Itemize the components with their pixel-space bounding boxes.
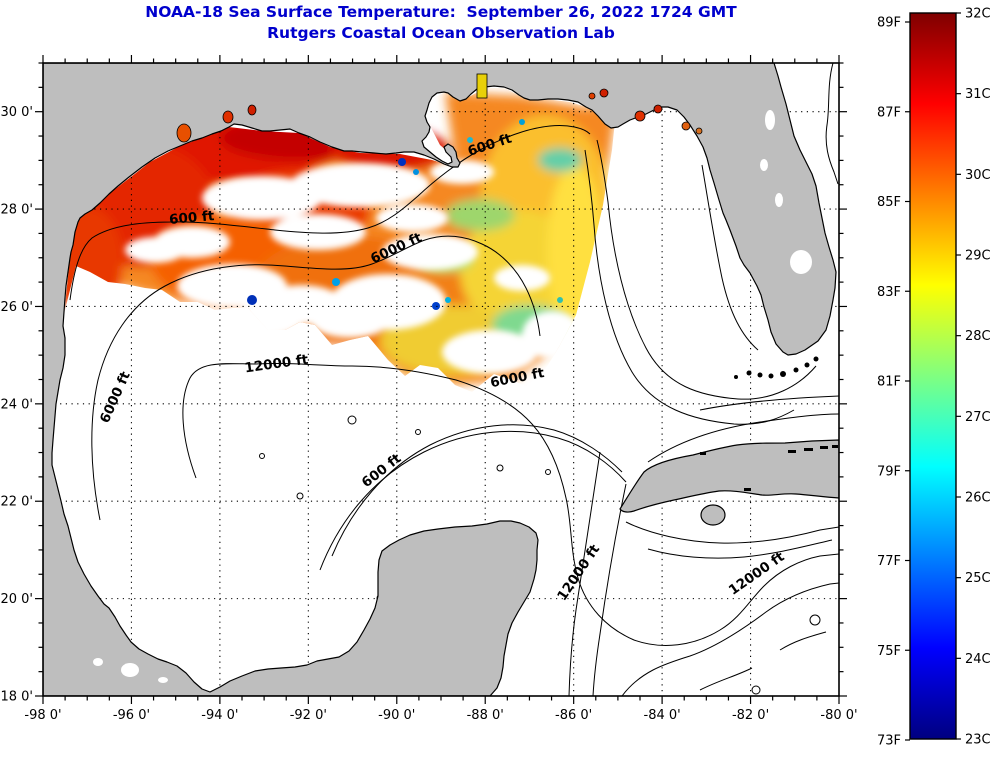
colorbar-f-label: 75F <box>877 644 901 659</box>
overlay-features <box>176 73 838 491</box>
y-tick-label: 28 0' <box>0 203 33 218</box>
x-tick-label: -80 0' <box>820 708 857 723</box>
colorbar-c-label: 26C <box>965 491 991 506</box>
colorbar-c-label: 25C <box>965 571 991 586</box>
y-tick-label: 30 0' <box>0 105 33 120</box>
colorbar-c-label: 31C <box>965 87 991 102</box>
colorbar-gradient <box>910 13 956 739</box>
land-masses <box>43 63 839 696</box>
y-tick-label: 18 0' <box>0 690 33 705</box>
x-tick-label: -84 0' <box>644 708 681 723</box>
colorbar-c-label: 27C <box>965 410 991 425</box>
x-tick-label: -98 0' <box>24 708 61 723</box>
land-cuba <box>619 439 839 513</box>
x-tick-label: -96 0' <box>113 708 150 723</box>
lake-okeechobee <box>790 250 812 274</box>
colorbar-f-label: 77F <box>877 554 901 569</box>
inland-lakes <box>93 110 812 683</box>
florida-keys <box>734 356 819 379</box>
y-tick-label: 22 0' <box>0 495 33 510</box>
cloud-gaps <box>125 160 582 374</box>
colorbar-c-label: 23C <box>965 733 991 748</box>
colorbar-f-label: 89F <box>877 16 901 31</box>
cuban-cays <box>700 445 838 491</box>
x-tick-label: -92 0' <box>290 708 327 723</box>
colorbar: 89F 87F 85F 83F 81F 79F 77F 75F 73F 32C 31C 30C 29C 2… <box>877 7 991 749</box>
title-line-2: Rutgers Coastal Ocean Observation Lab <box>267 24 615 42</box>
galveston-bay-sst <box>176 123 192 143</box>
x-tick-label: -88 0' <box>467 708 504 723</box>
mobile-bay-sst <box>476 73 488 99</box>
y-tick-label: 24 0' <box>0 397 33 412</box>
colorbar-c-label: 24C <box>965 652 991 667</box>
colorbar-c-label: 29C <box>965 249 991 264</box>
y-tick-label: 26 0' <box>0 300 33 315</box>
colorbar-f-label: 83F <box>877 285 901 300</box>
y-tick-label: 20 0' <box>0 592 33 607</box>
colorbar-f-label: 73F <box>877 734 901 749</box>
contour-label: 600 ft <box>168 208 215 228</box>
colorbar-c-label: 30C <box>965 168 991 183</box>
x-tick-label: -90 0' <box>378 708 415 723</box>
colorbar-f-label: 87F <box>877 105 901 120</box>
colorbar-c-label: 32C <box>965 7 991 22</box>
land-north-america <box>43 63 837 696</box>
bathymetry-contours <box>69 63 839 696</box>
colorbar-f-label: 81F <box>877 375 901 390</box>
x-tick-label: -86 0' <box>555 708 592 723</box>
axes-frame: -98 0' -96 0' -94 0' -92 0' -90 0' -88 0' -86 … <box>0 55 858 723</box>
colorbar-border <box>909 12 957 740</box>
colorbar-f-label: 79F <box>877 464 901 479</box>
land-isla-juventud <box>700 504 726 526</box>
colorbar-c-label: 28C <box>965 329 991 344</box>
colorbar-f-label: 85F <box>877 195 901 210</box>
figure-title: NOAA-18 Sea Surface Temperature: Septemb… <box>43 2 839 44</box>
x-tick-label: -82 0' <box>732 708 769 723</box>
title-line-1: NOAA-18 Sea Surface Temperature: Septemb… <box>145 3 737 21</box>
x-tick-label: -94 0' <box>201 708 238 723</box>
